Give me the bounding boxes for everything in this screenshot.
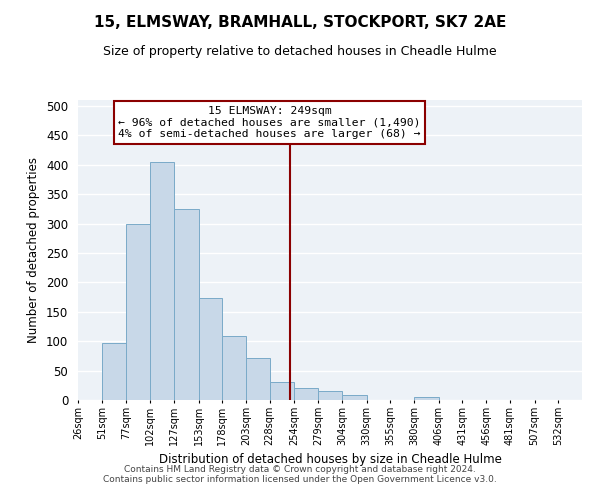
Bar: [127, 224, 150, 400]
Bar: [222, 336, 246, 400]
Text: Contains HM Land Registry data © Crown copyright and database right 2024.: Contains HM Land Registry data © Crown c…: [124, 466, 476, 474]
Bar: [295, 388, 318, 400]
Bar: [342, 394, 367, 400]
Text: 15, ELMSWAY, BRAMHALL, STOCKPORT, SK7 2AE: 15, ELMSWAY, BRAMHALL, STOCKPORT, SK7 2A…: [94, 15, 506, 30]
Text: Size of property relative to detached houses in Cheadle Hulme: Size of property relative to detached ho…: [103, 45, 497, 58]
Bar: [414, 397, 439, 400]
X-axis label: Distribution of detached houses by size in Cheadle Hulme: Distribution of detached houses by size …: [158, 454, 502, 466]
Bar: [246, 358, 270, 400]
Text: 15 ELMSWAY: 249sqm
← 96% of detached houses are smaller (1,490)
4% of semi-detac: 15 ELMSWAY: 249sqm ← 96% of detached hou…: [118, 106, 421, 139]
Bar: [199, 298, 222, 400]
Y-axis label: Number of detached properties: Number of detached properties: [28, 157, 40, 343]
Text: Contains public sector information licensed under the Open Government Licence v3: Contains public sector information licen…: [103, 476, 497, 484]
Bar: [150, 162, 174, 400]
Bar: [318, 390, 342, 400]
Bar: [270, 382, 295, 400]
Bar: [174, 209, 199, 400]
Bar: [102, 343, 127, 400]
